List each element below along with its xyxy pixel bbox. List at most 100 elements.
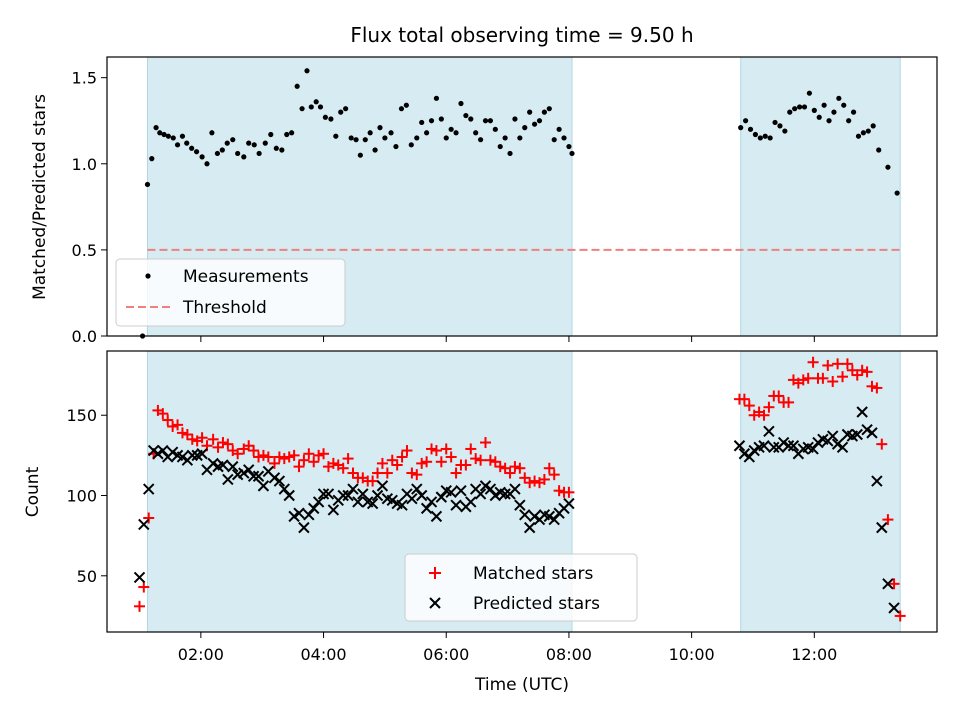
predicted-star-point [543,510,556,523]
predicted-star-point [186,449,198,462]
predicted-star-point [337,489,349,502]
matched-star-point [293,461,305,473]
matched-star-point [381,467,393,479]
measurement-point [482,118,489,124]
measurement-point [289,130,295,136]
matched-star-point [763,401,775,413]
predicted-star-point [807,443,819,455]
matched-star-point [232,448,244,460]
measurement-point [304,68,310,74]
matched-star-point [138,581,150,593]
measurement-point [235,150,241,157]
matched-star-point [162,414,174,426]
measurement-point [189,145,195,151]
predicted-star-point [856,406,868,418]
predicted-star-point [207,457,219,470]
predicted-star-point [743,451,755,463]
measurement-point [762,133,768,139]
bottom-ylabel: Count [23,466,43,517]
predicted-star-point [273,475,286,487]
predicted-star-point [312,496,325,508]
matched-star-point [283,451,295,463]
measurement-point [353,137,359,143]
measurement-point [801,104,808,110]
matched-star-point [386,454,398,466]
measurement-point [502,135,508,141]
matched-star-point [367,475,379,487]
measurement-point [367,130,373,136]
predicted-star-point [283,489,295,502]
measurement-point [362,137,368,143]
measurement-point [546,106,552,112]
x-tick-label: 04:00 [300,645,346,664]
predicted-star-point [758,440,770,452]
predicted-star-point [222,473,234,486]
matched-star-point [430,445,442,457]
measurement-point [561,135,567,141]
measurement-point [262,140,268,146]
measurement-point [214,150,221,157]
measurement-point [357,152,363,158]
predicted-star-point [268,472,281,484]
matched-star-point [499,462,511,474]
matched-star-point [876,438,888,450]
matched-star-point [894,610,906,622]
measurement-point [870,123,876,129]
matched-star-point [519,472,531,484]
xlabel: Time (UTC) [474,675,569,695]
matched-star-point [861,366,873,378]
predicted-star-point [396,499,408,511]
measurement-point [448,126,454,132]
matched-star-point [288,449,300,461]
predicted-star-point [243,464,255,476]
matched-star-point [157,408,169,420]
measurement-point [149,156,155,162]
matched-star-point [841,358,853,370]
measurement-point [174,142,181,148]
matched-star-point [440,443,452,455]
predicted-star-point [450,499,462,511]
measurement-point [777,123,783,129]
predicted-star-point [509,483,521,495]
measurement-point [816,114,822,120]
measurement-point [393,143,399,150]
measurement-point [299,106,305,112]
measurement-point [747,126,754,132]
measurement-point [551,137,557,143]
measurement-point [831,109,837,115]
measurement-point [241,154,247,160]
matched-star-point [524,477,536,489]
measurement-point [846,118,852,124]
predicted-star-point [317,488,330,500]
matched-star-point [426,443,438,455]
matched-star-point [222,438,234,450]
measurement-point [279,147,285,153]
x-tick-label: 06:00 [423,645,469,664]
measurement-point [322,114,328,120]
predicted-star-point [489,489,502,502]
y-tick-label: 0.5 [72,241,97,260]
x-tick-label: 10:00 [669,645,715,664]
measurement-point [170,135,176,141]
measurement-point [468,116,474,122]
matched-star-point [827,376,839,388]
matched-star-point [445,451,457,463]
matched-star-point [484,454,496,466]
matched-star-point [262,451,274,463]
matched-star-point [758,409,770,421]
predicted-star-point [445,486,457,499]
matched-star-point [273,451,285,463]
legend-matched-marker [429,567,441,579]
matched-star-point [822,359,834,371]
predicted-star-point [768,441,780,454]
measurement-point [531,121,538,127]
predicted-star-point [425,496,438,508]
matched-star-point [278,453,290,465]
measurement-point [787,109,793,115]
measurement-point [507,150,513,157]
measurement-point [153,125,159,131]
predicted-star-point [738,448,751,460]
measurement-point [821,102,827,108]
matched-star-point [802,372,814,384]
predicted-star-point [465,496,477,508]
